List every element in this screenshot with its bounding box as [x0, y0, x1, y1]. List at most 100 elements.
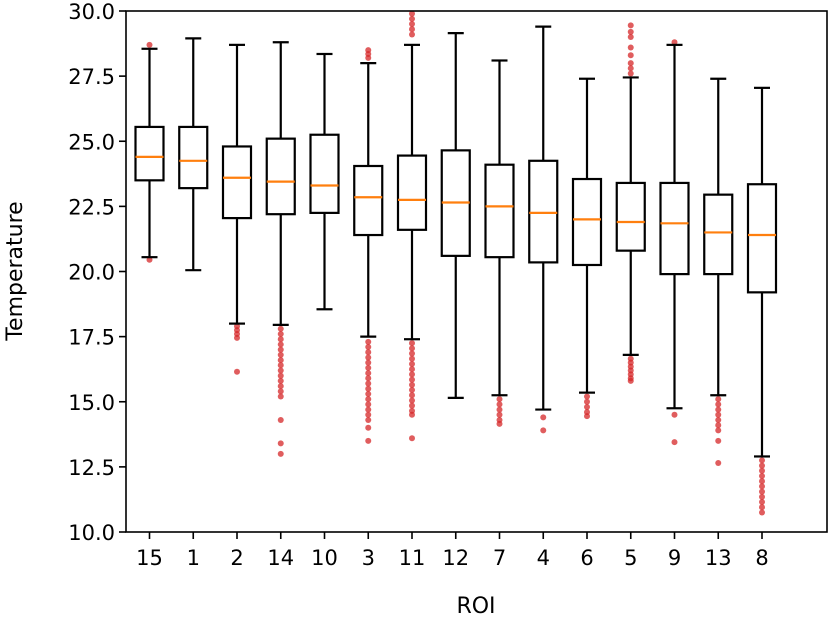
- outlier-point: [409, 381, 415, 388]
- outlier-point: [365, 364, 372, 371]
- y-tick-label: 17.5: [68, 326, 115, 350]
- outlier-point: [365, 385, 372, 392]
- outlier-point: [759, 462, 765, 469]
- outlier-point: [409, 26, 415, 33]
- outlier-point: [715, 422, 722, 429]
- box-7: [484, 59, 515, 397]
- outlier-point: [277, 450, 284, 457]
- outlier-point: [234, 334, 240, 341]
- iqr-box: [703, 193, 734, 276]
- outlier-point: [759, 493, 765, 500]
- x-tick-label: 9: [668, 546, 681, 570]
- outlier-point: [365, 411, 372, 418]
- outlier-point: [671, 439, 678, 446]
- outlier-point: [409, 21, 415, 28]
- outlier-point: [277, 367, 284, 374]
- outlier-point: [277, 377, 284, 384]
- outlier-point: [627, 22, 634, 29]
- x-tick-label: 7: [493, 546, 506, 570]
- outlier-point: [277, 346, 284, 353]
- x-tick-label: 12: [442, 546, 469, 570]
- box-14: [265, 41, 296, 327]
- x-tick-label: 13: [705, 546, 732, 570]
- x-tick-label: 8: [755, 546, 768, 570]
- box-11: [396, 43, 428, 341]
- box-9: [659, 43, 690, 410]
- outlier-point: [409, 340, 415, 347]
- iqr-box: [265, 137, 296, 216]
- outlier-point: [365, 370, 372, 377]
- y-tick-label: 15.0: [68, 391, 115, 415]
- outlier-point: [409, 360, 415, 367]
- outlier-point: [409, 387, 415, 394]
- outlier-point: [146, 41, 153, 48]
- outlier-point: [365, 349, 372, 356]
- outlier-point: [409, 355, 415, 362]
- outlier-point: [409, 371, 415, 378]
- iqr-box: [659, 181, 690, 276]
- y-tick-label: 25.0: [68, 130, 115, 154]
- box-8: [746, 86, 778, 458]
- outlier-point: [627, 70, 634, 77]
- box-5: [615, 76, 646, 356]
- outlier-point: [496, 411, 503, 418]
- outlier-point: [540, 414, 547, 421]
- outlier-point: [715, 427, 722, 434]
- outlier-point: [627, 60, 634, 67]
- iqr-box: [221, 145, 253, 220]
- boxes-layer: [134, 25, 778, 458]
- box-4: [528, 25, 559, 411]
- x-tick-label: 1: [187, 546, 200, 570]
- outlier-point: [496, 420, 503, 427]
- outlier-point: [759, 467, 765, 474]
- outlier-point: [759, 457, 765, 464]
- outlier-point: [627, 65, 634, 72]
- outlier-point: [365, 380, 372, 387]
- outlier-point: [365, 406, 372, 413]
- outlier-point: [671, 39, 678, 46]
- outlier-point: [627, 44, 634, 51]
- outliers-layer: [146, 10, 765, 516]
- x-tick-label: 3: [362, 546, 375, 570]
- x-tick-label: 10: [311, 546, 338, 570]
- outlier-point: [715, 411, 722, 418]
- outlier-point: [759, 478, 765, 485]
- outlier-point: [627, 34, 634, 41]
- outlier-point: [277, 357, 284, 364]
- y-axis-title: Temperature: [3, 201, 28, 341]
- outlier-point: [584, 403, 590, 410]
- outlier-point: [365, 401, 372, 408]
- outlier-point: [365, 344, 372, 351]
- outlier-point: [409, 411, 415, 418]
- y-tick-label: 10.0: [68, 521, 115, 545]
- outlier-point: [409, 345, 415, 352]
- outlier-point: [496, 401, 503, 408]
- x-tick-label: 15: [136, 546, 163, 570]
- outlier-point: [277, 341, 284, 348]
- y-tick-label: 20.0: [68, 261, 115, 285]
- outlier-point: [715, 401, 722, 408]
- iqr-box: [571, 177, 603, 267]
- box-2: [221, 43, 253, 325]
- iqr-box: [746, 183, 778, 294]
- outlier-point: [409, 376, 415, 383]
- outlier-point: [365, 47, 372, 54]
- outlier-point: [365, 338, 372, 345]
- x-tick-label: 5: [624, 546, 637, 570]
- box-6: [571, 77, 603, 394]
- iqr-box: [615, 181, 646, 252]
- y-tick-label: 22.5: [68, 195, 115, 219]
- outlier-point: [277, 383, 284, 390]
- outlier-point: [277, 388, 284, 395]
- outlier-point: [671, 411, 678, 418]
- outlier-point: [277, 325, 284, 332]
- outlier-point: [627, 28, 634, 35]
- outlier-point: [715, 437, 722, 444]
- outlier-point: [365, 354, 372, 361]
- outlier-point: [365, 424, 372, 431]
- outlier-point: [365, 416, 372, 423]
- iqr-box: [353, 164, 384, 237]
- outlier-point: [715, 416, 722, 423]
